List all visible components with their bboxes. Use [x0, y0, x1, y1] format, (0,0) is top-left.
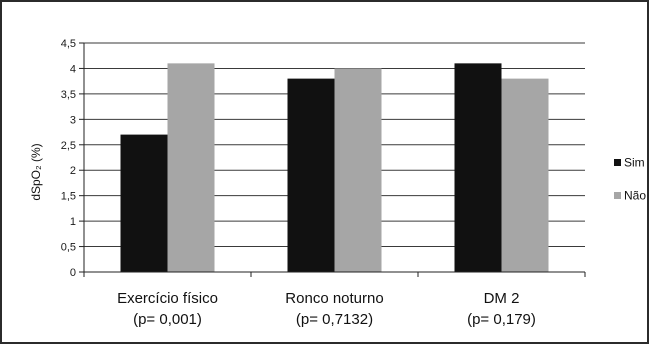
- category-label: Exercício físico: [117, 290, 218, 307]
- bar-sim: [120, 134, 168, 272]
- bars: [120, 63, 549, 272]
- category-pvalue: (p= 0,179): [467, 311, 536, 328]
- category-label: DM 2: [484, 290, 520, 307]
- y-tick-label: 2: [70, 165, 76, 177]
- legend-swatch-nao: [614, 192, 621, 199]
- bar-nao: [501, 78, 549, 272]
- y-tick-label: 1,5: [61, 191, 76, 203]
- y-axis-ticks: 0 0,5 1 1,5 2 2,5 3 3,5 4 4,5: [61, 38, 84, 279]
- y-tick-label: 3,5: [61, 89, 76, 101]
- x-axis-categories: Exercício físico (p= 0,001) Ronco noturno (…: [117, 290, 536, 328]
- bar-nao: [334, 68, 382, 272]
- y-tick-label: 0: [70, 267, 76, 279]
- legend-label-nao: Não: [624, 189, 646, 203]
- legend-label-sim: Sim: [624, 156, 645, 170]
- category-label: Ronco noturno: [285, 290, 383, 307]
- bar-sim: [287, 78, 335, 272]
- y-tick-label: 3: [70, 114, 76, 126]
- y-tick-label: 2,5: [61, 140, 76, 152]
- legend-swatch-sim: [614, 159, 621, 166]
- category-pvalue: (p= 0,7132): [296, 311, 373, 328]
- y-tick-label: 0,5: [61, 242, 76, 254]
- y-tick-label: 4: [70, 63, 76, 75]
- axes: [83, 43, 586, 277]
- y-axis-label: dSpO₂ (%): [29, 143, 43, 200]
- legend: Sim Não: [614, 156, 646, 203]
- bar-sim: [454, 63, 502, 272]
- y-tick-label: 1: [70, 216, 76, 228]
- bar-nao: [167, 63, 215, 272]
- category-pvalue: (p= 0,001): [133, 311, 202, 328]
- y-tick-label: 4,5: [61, 38, 76, 50]
